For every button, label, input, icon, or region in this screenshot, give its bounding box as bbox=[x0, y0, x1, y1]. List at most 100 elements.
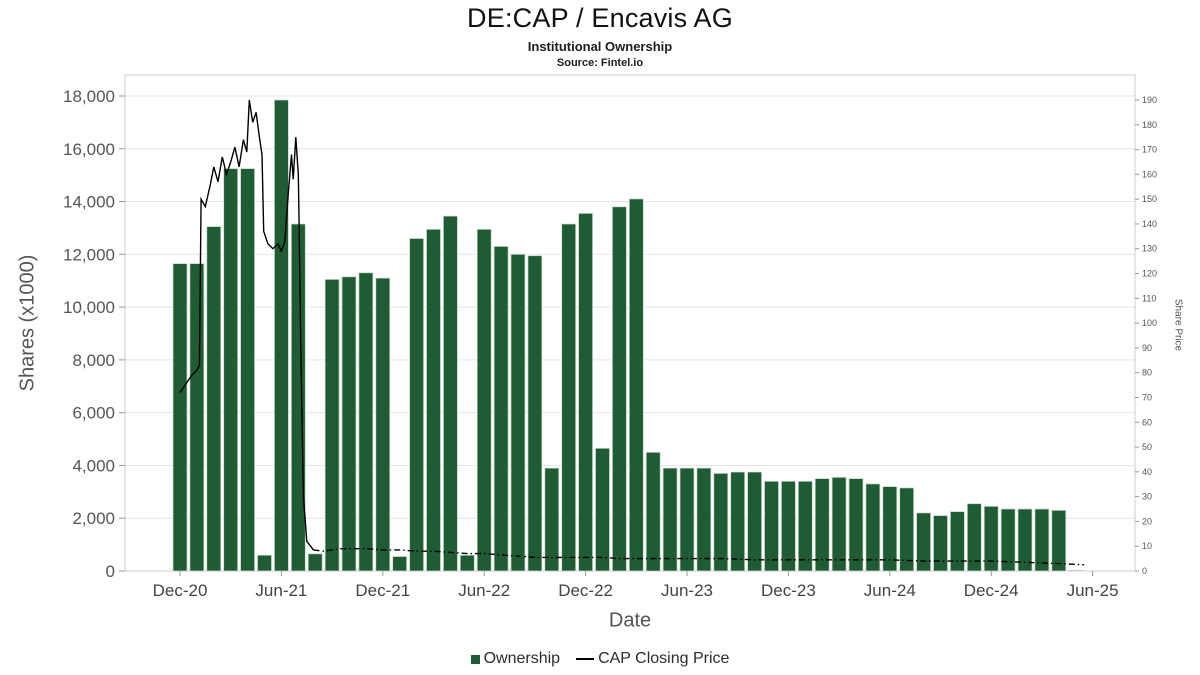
ownership-bar bbox=[206, 226, 222, 572]
price-line-segment bbox=[313, 548, 1085, 566]
x-tick-label: Dec-21 bbox=[355, 581, 410, 600]
ownership-bar bbox=[1017, 508, 1033, 572]
ownership-bar bbox=[882, 486, 898, 572]
y-right-tick-label: 50 bbox=[1142, 442, 1152, 452]
ownership-bar bbox=[341, 276, 357, 572]
y-left-tick-label: 0 bbox=[106, 562, 115, 581]
ownership-bar bbox=[1051, 509, 1067, 572]
y-right-tick-label: 100 bbox=[1142, 318, 1157, 328]
ownership-bar bbox=[561, 223, 577, 572]
y-right-tick-label: 160 bbox=[1142, 169, 1157, 179]
x-tick-label: Jun-24 bbox=[864, 581, 916, 600]
y-right-tick-label: 10 bbox=[1142, 541, 1152, 551]
ownership-bar bbox=[189, 263, 205, 572]
legend-ownership-label: Ownership bbox=[483, 650, 561, 667]
y-right-tick-label: 0 bbox=[1142, 566, 1147, 576]
x-tick-label: Dec-24 bbox=[964, 581, 1019, 600]
y-right-tick-label: 180 bbox=[1142, 120, 1157, 130]
y-left-tick-label: 8,000 bbox=[72, 351, 115, 370]
ownership-bar bbox=[831, 476, 847, 572]
ownership-bar bbox=[223, 168, 239, 572]
axis-ticks: 0 2,000 4,000 6,000 8,000 10,000 12,000 14,000 1… bbox=[63, 87, 1157, 600]
price-line-icon bbox=[576, 658, 595, 660]
x-tick-label: Jun-22 bbox=[458, 581, 510, 600]
ownership-bar bbox=[814, 478, 830, 572]
y-right-tick-label: 20 bbox=[1142, 516, 1152, 526]
ownership-swatch-icon bbox=[470, 654, 480, 664]
y-right-tick-label: 70 bbox=[1142, 392, 1152, 402]
x-tick-label: Jun-23 bbox=[661, 581, 713, 600]
x-tick-label: Dec-22 bbox=[558, 581, 613, 600]
ownership-bar bbox=[797, 480, 813, 572]
ownership-bar bbox=[781, 480, 796, 572]
ownership-bar bbox=[172, 263, 188, 572]
y-right-tick-label: 170 bbox=[1142, 145, 1157, 155]
ownership-bar bbox=[916, 512, 931, 572]
x-tick-label: Jun-25 bbox=[1067, 581, 1119, 600]
ownership-bar bbox=[848, 478, 864, 572]
y-left-tick-label: 10,000 bbox=[63, 298, 115, 317]
price-line bbox=[179, 99, 1085, 566]
chart-header: DE:CAP / Encavis AG Institutional Owners… bbox=[0, 0, 1200, 69]
y-axis-label-right: Share Price bbox=[1172, 298, 1184, 352]
ownership-bar bbox=[274, 99, 289, 572]
ownership-bar bbox=[713, 473, 729, 572]
y-left-tick-label: 6,000 bbox=[72, 404, 115, 423]
ownership-bar bbox=[595, 447, 610, 572]
ownership-bar bbox=[358, 272, 374, 572]
y-right-tick-label: 60 bbox=[1142, 417, 1152, 427]
ownership-bar bbox=[257, 554, 272, 572]
ownership-bar bbox=[747, 471, 762, 572]
ownership-bar bbox=[324, 279, 340, 572]
ownership-bar bbox=[730, 471, 746, 572]
ownership-bar bbox=[645, 451, 661, 572]
x-tick-label: Dec-20 bbox=[153, 581, 208, 600]
y-left-tick-label: 18,000 bbox=[63, 87, 115, 106]
y-right-tick-label: 140 bbox=[1142, 219, 1157, 229]
ownership-bar bbox=[1000, 508, 1016, 572]
ownership-bar bbox=[443, 215, 458, 572]
ownership-bar bbox=[612, 206, 627, 572]
y-right-tick-label: 120 bbox=[1142, 269, 1157, 279]
ownership-bar bbox=[409, 238, 424, 572]
ownership-bar bbox=[307, 553, 323, 572]
ownership-bar bbox=[510, 253, 526, 572]
price-line-segment bbox=[179, 99, 315, 551]
ownership-bar bbox=[426, 228, 441, 572]
y-left-tick-label: 2,000 bbox=[72, 509, 115, 528]
ownership-bars bbox=[172, 99, 1084, 572]
y-right-tick-label: 130 bbox=[1142, 244, 1157, 254]
y-right-tick-label: 150 bbox=[1142, 194, 1157, 204]
chart-source: Source: Fintel.io bbox=[556, 57, 644, 69]
chart-title: DE:CAP / Encavis AG bbox=[467, 3, 733, 33]
y-left-tick-label: 4,000 bbox=[72, 456, 115, 475]
y-right-tick-label: 30 bbox=[1142, 492, 1152, 502]
ownership-bar bbox=[544, 467, 560, 572]
ownership-bar bbox=[459, 554, 475, 572]
ownership-bar bbox=[375, 277, 391, 572]
ownership-bar bbox=[865, 483, 881, 572]
y-right-tick-label: 40 bbox=[1142, 467, 1152, 477]
ownership-bar bbox=[628, 198, 644, 572]
ownership-bar bbox=[679, 467, 695, 572]
ownership-bar bbox=[1068, 569, 1084, 572]
y-left-tick-label: 14,000 bbox=[63, 193, 115, 212]
x-tick-label: Jun-21 bbox=[255, 581, 307, 600]
ownership-bar bbox=[392, 556, 408, 572]
y-right-tick-label: 90 bbox=[1142, 343, 1152, 353]
ownership-bar bbox=[662, 467, 678, 572]
ownership-bar bbox=[527, 255, 543, 572]
ownership-bar bbox=[696, 467, 712, 572]
ownership-bar bbox=[476, 228, 492, 572]
ownership-bar bbox=[1034, 508, 1050, 572]
ownership-bar bbox=[950, 511, 965, 572]
ownership-bar bbox=[240, 168, 255, 572]
x-tick-label: Dec-23 bbox=[761, 581, 816, 600]
ownership-bar bbox=[933, 515, 948, 572]
ownership-bar bbox=[493, 246, 509, 572]
x-axis-label: Date bbox=[608, 609, 652, 632]
y-right-tick-label: 110 bbox=[1142, 293, 1156, 303]
ownership-bar bbox=[290, 223, 306, 572]
